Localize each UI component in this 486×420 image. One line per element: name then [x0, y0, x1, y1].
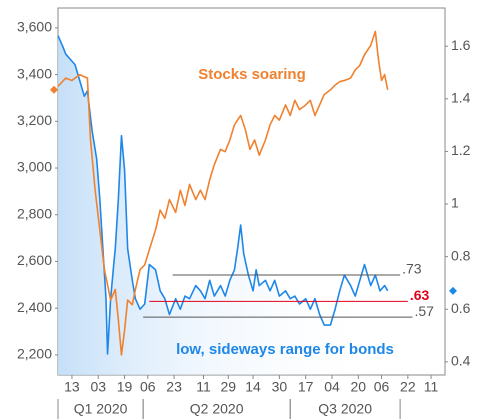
x-tick-label: 06 — [140, 379, 156, 395]
annotation: Stocks soaring — [198, 66, 306, 83]
y-tick-label: 2,400 — [17, 299, 52, 315]
y2-tick-label: 1.4 — [451, 90, 471, 106]
y-tick-label: 3,200 — [17, 112, 52, 128]
x-tick-label: 30 — [272, 379, 288, 395]
bond-shade — [58, 35, 388, 375]
y-tick-label: 2,200 — [17, 346, 52, 362]
y2-tick-label: 0.8 — [451, 247, 471, 263]
annotation: low, sideways range for bonds — [176, 341, 394, 358]
x-tick-label: 20 — [351, 379, 367, 395]
y2-tick-label: 0.6 — [451, 300, 471, 316]
reference-label: .57 — [414, 303, 434, 319]
y-tick-label: 2,800 — [17, 205, 52, 221]
y2-tick-label: 1.6 — [451, 37, 471, 53]
y-tick-label: 3,000 — [17, 159, 52, 175]
group-label: Q1 2020 — [74, 401, 128, 417]
y-tick-label: 3,600 — [17, 19, 52, 35]
y-tick-label: 3,400 — [17, 65, 52, 81]
x-tick-label: 13 — [64, 379, 80, 395]
x-tick-label: 19 — [117, 379, 133, 395]
x-tick-label: 22 — [400, 379, 416, 395]
x-tick-label: 23 — [166, 379, 182, 395]
x-tick-label: 29 — [220, 379, 236, 395]
x-tick-label: 17 — [298, 379, 314, 395]
group-label: Q3 2020 — [318, 401, 372, 417]
y2-tick-label: 1 — [451, 195, 459, 211]
y2-tick-label: 0.4 — [451, 353, 471, 369]
last-value-marker — [449, 286, 457, 295]
last-value-marker — [50, 85, 58, 94]
y-tick-label: 2,600 — [17, 252, 52, 268]
group-label: Q2 2020 — [190, 401, 244, 417]
x-tick-label: 04 — [324, 379, 340, 395]
reference-label: .63 — [410, 287, 430, 303]
series-line — [57, 30, 389, 356]
x-tick-label: 14 — [245, 379, 261, 395]
y2-tick-label: 1.2 — [451, 142, 471, 158]
reference-label: .73 — [402, 261, 422, 277]
x-tick-label: 06 — [374, 379, 390, 395]
x-tick-label: 03 — [90, 379, 106, 395]
x-tick-label: 11 — [196, 379, 211, 395]
x-tick-label: 11 — [424, 379, 439, 395]
series-line — [57, 35, 389, 355]
